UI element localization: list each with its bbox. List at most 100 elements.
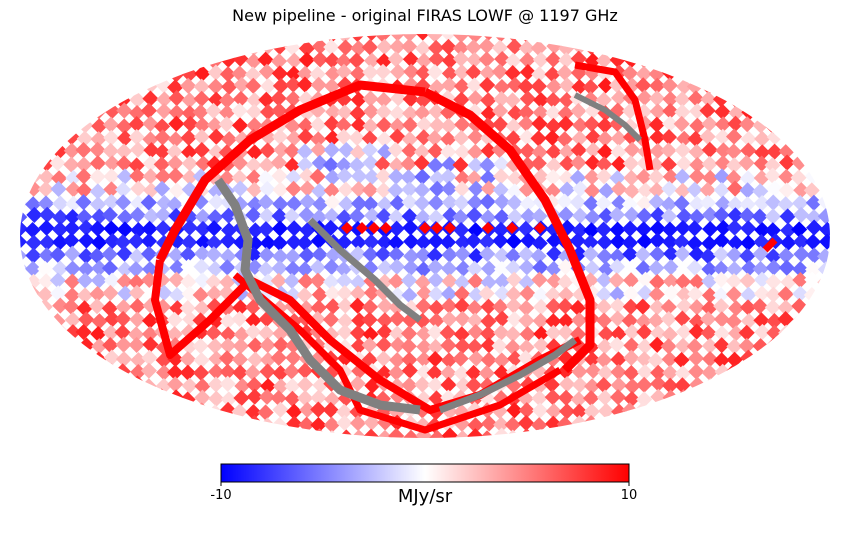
map-pixel bbox=[492, 116, 509, 133]
map-pixel bbox=[181, 155, 198, 172]
map-pixel bbox=[467, 323, 484, 340]
map-pixel bbox=[608, 336, 626, 353]
map-pixel bbox=[116, 273, 133, 290]
map-pixel bbox=[635, 313, 652, 330]
map-pixel bbox=[156, 194, 173, 211]
map-pixel bbox=[234, 377, 251, 395]
map-pixel bbox=[663, 245, 680, 262]
map-pixel bbox=[532, 104, 549, 121]
map-pixel bbox=[518, 246, 535, 263]
map-pixel bbox=[530, 78, 547, 95]
map-pixel bbox=[725, 313, 742, 330]
map-pixel bbox=[649, 299, 666, 316]
map-pixel bbox=[597, 77, 614, 94]
map-pixel bbox=[155, 220, 172, 237]
map-pixel bbox=[207, 78, 224, 95]
map-pixel bbox=[208, 390, 225, 407]
map-pixel bbox=[103, 168, 120, 185]
map-pixel bbox=[75, 194, 92, 211]
map-pixel bbox=[130, 363, 147, 381]
map-pixel bbox=[298, 40, 315, 57]
map-pixel bbox=[273, 336, 290, 353]
map-pixel bbox=[194, 117, 211, 134]
map-pixel bbox=[791, 297, 808, 315]
map-pixel bbox=[688, 245, 705, 263]
map-pixel bbox=[389, 128, 406, 145]
map-pixel bbox=[739, 196, 756, 213]
map-pixel bbox=[649, 129, 666, 146]
map-pixel bbox=[754, 130, 771, 147]
map-pixel bbox=[479, 76, 496, 94]
map-pixel bbox=[608, 206, 625, 223]
map-pixel bbox=[609, 297, 626, 314]
map-pixel bbox=[140, 102, 157, 119]
map-pixel bbox=[621, 102, 639, 120]
map-pixel bbox=[583, 195, 600, 212]
map-pixel bbox=[440, 337, 457, 354]
map-pixel bbox=[532, 287, 549, 304]
map-pixel bbox=[179, 300, 196, 317]
map-pixel bbox=[765, 273, 782, 290]
map-pixel bbox=[168, 271, 185, 288]
map-pixel bbox=[728, 300, 745, 317]
map-pixel bbox=[323, 416, 340, 433]
map-pixel bbox=[309, 168, 326, 185]
map-pixel bbox=[610, 89, 628, 106]
map-pixel bbox=[335, 157, 352, 174]
map-pixel bbox=[518, 414, 535, 432]
map-pixel bbox=[492, 232, 509, 249]
map-pixel bbox=[75, 323, 92, 341]
map-pixel bbox=[38, 273, 55, 290]
map-pixel bbox=[403, 248, 420, 265]
map-pixel bbox=[777, 299, 794, 316]
map-pixel bbox=[348, 157, 365, 174]
map-pixel bbox=[728, 325, 745, 342]
map-pixel bbox=[558, 181, 576, 198]
map-pixel bbox=[114, 234, 131, 251]
map-pixel bbox=[650, 325, 667, 342]
map-pixel bbox=[545, 260, 562, 278]
map-pixel bbox=[428, 51, 445, 68]
map-pixel bbox=[545, 338, 562, 355]
map-pixel bbox=[453, 64, 471, 81]
map-pixel bbox=[114, 324, 131, 341]
map-pixel bbox=[571, 312, 588, 329]
map-pixel bbox=[491, 63, 508, 80]
map-pixel bbox=[413, 154, 430, 172]
map-pixel bbox=[335, 261, 352, 278]
map-pixel bbox=[363, 284, 381, 301]
map-pixel bbox=[116, 102, 133, 119]
map-pixel bbox=[558, 92, 575, 109]
map-pixel bbox=[466, 51, 483, 68]
map-pixel bbox=[64, 260, 81, 277]
map-pixel bbox=[623, 364, 640, 382]
map-pixel bbox=[544, 389, 561, 406]
map-pixel bbox=[231, 351, 248, 368]
map-pixel bbox=[166, 143, 183, 160]
map-pixel bbox=[504, 326, 521, 343]
map-pixel bbox=[481, 415, 498, 432]
map-pixel bbox=[232, 50, 249, 67]
map-pixel bbox=[494, 310, 511, 327]
map-pixel bbox=[595, 195, 612, 212]
map-pixel bbox=[311, 154, 328, 171]
map-pixel bbox=[531, 207, 548, 225]
map-pixel bbox=[584, 284, 601, 302]
map-pixel bbox=[284, 390, 301, 407]
map-pixel bbox=[557, 298, 574, 315]
map-pixel bbox=[582, 234, 599, 251]
map-pixel bbox=[323, 141, 340, 158]
map-pixel bbox=[636, 351, 653, 368]
map-pixel bbox=[350, 40, 367, 57]
map-pixel bbox=[348, 208, 365, 225]
map-pixel bbox=[128, 233, 145, 250]
map-pixel bbox=[753, 285, 771, 302]
scan-ridge-knot bbox=[482, 222, 494, 234]
map-pixel bbox=[480, 325, 497, 342]
map-pixel bbox=[531, 271, 548, 288]
map-pixel bbox=[26, 206, 43, 223]
map-pixel bbox=[609, 115, 626, 132]
map-pixel bbox=[505, 233, 522, 250]
map-pixel bbox=[220, 326, 237, 343]
map-pixel bbox=[636, 376, 653, 393]
